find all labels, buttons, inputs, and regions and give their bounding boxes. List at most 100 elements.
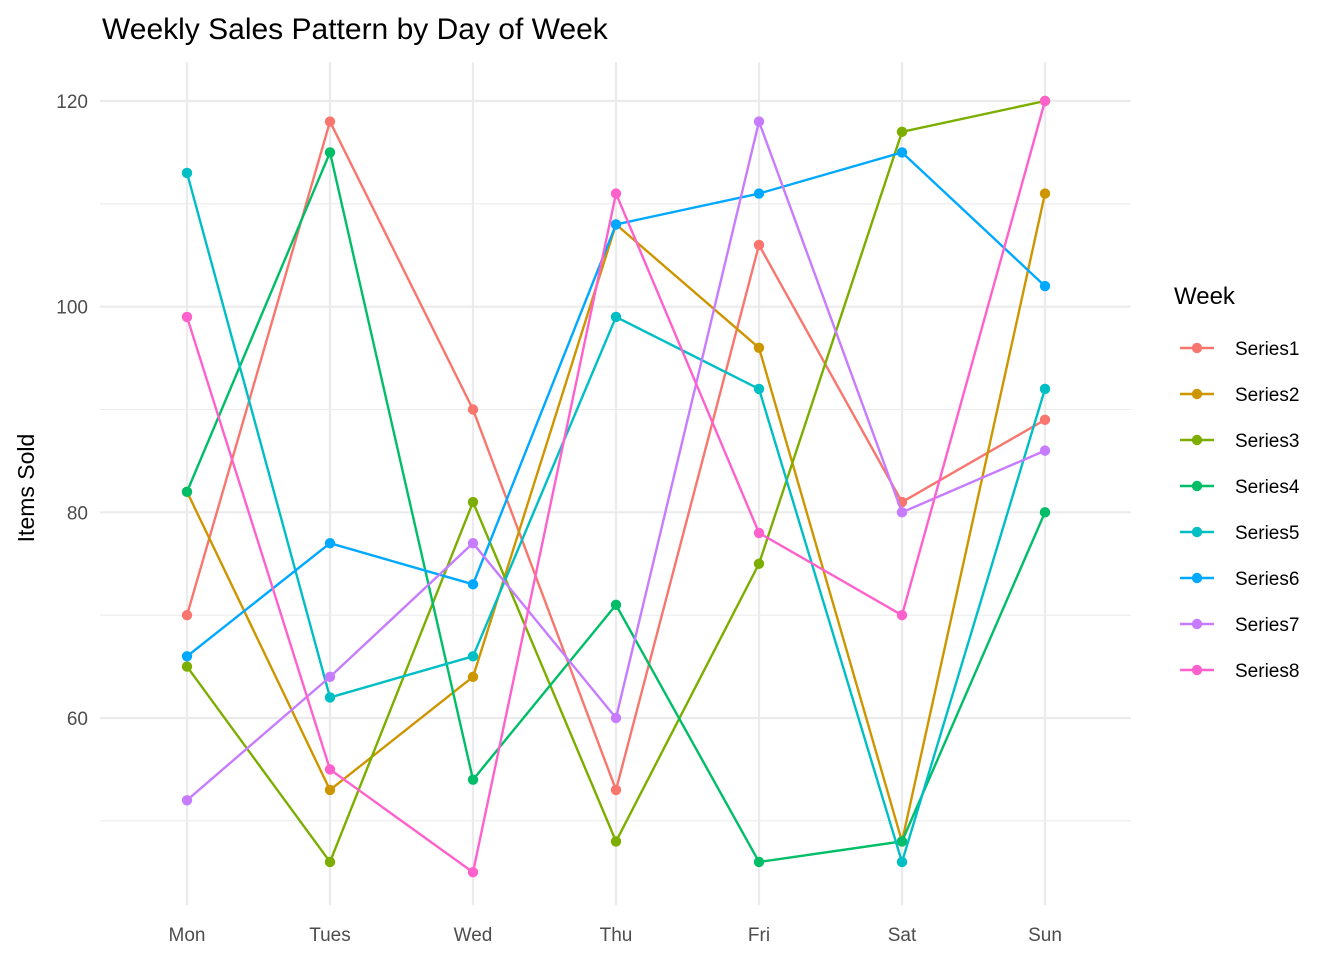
data-point bbox=[1039, 383, 1051, 395]
legend: Week Series1 Series2 Series3 Series4 Series5… bbox=[1174, 283, 1300, 682]
legend-label: Series6 bbox=[1235, 569, 1299, 590]
data-point bbox=[610, 836, 622, 847]
legend-item: Series7 bbox=[1180, 615, 1299, 636]
data-point bbox=[753, 383, 765, 395]
legend-item: Series8 bbox=[1180, 661, 1299, 682]
data-point bbox=[467, 579, 479, 590]
data-point bbox=[1039, 280, 1051, 292]
legend-label: Series4 bbox=[1235, 477, 1300, 498]
legend-label: Series2 bbox=[1235, 385, 1299, 406]
data-point bbox=[1039, 95, 1051, 107]
data-point bbox=[1039, 507, 1051, 518]
legend-label: Series7 bbox=[1235, 615, 1299, 636]
legend-key-point bbox=[1191, 618, 1203, 630]
data-point bbox=[1039, 188, 1051, 199]
data-point bbox=[753, 558, 765, 569]
x-tick-label: Sat bbox=[888, 925, 917, 946]
data-point bbox=[324, 856, 336, 868]
data-point bbox=[324, 784, 336, 796]
y-axis-label: Items Sold bbox=[13, 434, 39, 543]
data-point bbox=[181, 609, 193, 621]
legend-key-point bbox=[1191, 388, 1203, 400]
data-point bbox=[610, 219, 622, 230]
legend-item: Series5 bbox=[1180, 523, 1299, 544]
series-group bbox=[181, 116, 1051, 806]
legend-item: Series1 bbox=[1180, 339, 1299, 360]
legend-item: Series6 bbox=[1180, 569, 1299, 590]
legend-label: Series3 bbox=[1235, 431, 1299, 452]
data-point bbox=[467, 867, 479, 878]
legend-label: Series8 bbox=[1235, 661, 1299, 682]
series-group bbox=[181, 147, 1051, 662]
data-point bbox=[181, 651, 193, 662]
data-point bbox=[753, 116, 765, 127]
data-point bbox=[467, 537, 479, 549]
data-point bbox=[181, 167, 193, 179]
data-point bbox=[753, 527, 765, 539]
data-point bbox=[467, 404, 479, 415]
data-point bbox=[324, 537, 336, 549]
data-point bbox=[896, 856, 908, 868]
data-point bbox=[896, 507, 908, 518]
legend-title: Week bbox=[1174, 283, 1236, 310]
series-group bbox=[181, 167, 1051, 868]
data-point bbox=[324, 671, 336, 683]
legend-label: Series5 bbox=[1235, 523, 1299, 544]
x-tick-label: Fri bbox=[748, 925, 770, 946]
data-point bbox=[1039, 414, 1051, 425]
series-group bbox=[181, 116, 1051, 796]
x-tick-label: Thu bbox=[600, 925, 633, 946]
y-tick-label: 60 bbox=[67, 709, 88, 730]
legend-label: Series1 bbox=[1235, 339, 1299, 360]
data-point bbox=[181, 795, 193, 806]
x-tick-label: Wed bbox=[454, 925, 493, 946]
data-point bbox=[181, 486, 193, 497]
series-group bbox=[181, 95, 1051, 868]
legend-key-point bbox=[1191, 342, 1203, 354]
legend-key-point bbox=[1191, 526, 1203, 538]
chart-title: Weekly Sales Pattern by Day of Week bbox=[102, 13, 609, 46]
y-tick-label: 120 bbox=[56, 92, 88, 113]
data-point bbox=[324, 692, 336, 703]
x-axis-ticks: Mon Tues Wed Thu Fri Sat Sun bbox=[169, 925, 1062, 946]
legend-item: Series2 bbox=[1180, 385, 1299, 406]
data-point bbox=[324, 116, 336, 127]
data-point bbox=[610, 599, 622, 611]
series-group bbox=[181, 95, 1051, 878]
data-point bbox=[896, 609, 908, 621]
x-tick-label: Sun bbox=[1028, 925, 1062, 946]
legend-key-point bbox=[1191, 480, 1203, 492]
data-point bbox=[467, 774, 479, 785]
x-tick-label: Tues bbox=[309, 925, 351, 946]
data-point bbox=[753, 239, 765, 251]
data-point bbox=[753, 856, 765, 868]
data-point bbox=[610, 311, 622, 323]
data-point bbox=[181, 311, 193, 323]
legend-key-point bbox=[1191, 434, 1203, 446]
y-axis-ticks: 60 80 100 120 bbox=[56, 92, 88, 730]
x-tick-label: Mon bbox=[169, 925, 206, 946]
data-point bbox=[324, 764, 336, 775]
data-point bbox=[181, 661, 193, 672]
data-point bbox=[896, 836, 908, 847]
data-point bbox=[896, 147, 908, 158]
data-point bbox=[324, 147, 336, 158]
data-point bbox=[610, 712, 622, 724]
y-tick-label: 100 bbox=[56, 298, 88, 319]
legend-key-point bbox=[1191, 664, 1203, 676]
data-point bbox=[467, 671, 479, 683]
data-point bbox=[896, 126, 908, 138]
series-lines bbox=[181, 95, 1051, 878]
data-point bbox=[467, 496, 479, 508]
legend-item: Series4 bbox=[1180, 477, 1300, 498]
data-point bbox=[1039, 445, 1051, 456]
legend-key-point bbox=[1191, 572, 1203, 584]
data-point bbox=[753, 342, 765, 353]
data-point bbox=[753, 188, 765, 199]
legend-items: Series1 Series2 Series3 Series4 Series5 Serie… bbox=[1180, 339, 1300, 682]
y-tick-label: 80 bbox=[67, 503, 88, 524]
data-point bbox=[610, 784, 622, 796]
series-group bbox=[181, 147, 1051, 868]
